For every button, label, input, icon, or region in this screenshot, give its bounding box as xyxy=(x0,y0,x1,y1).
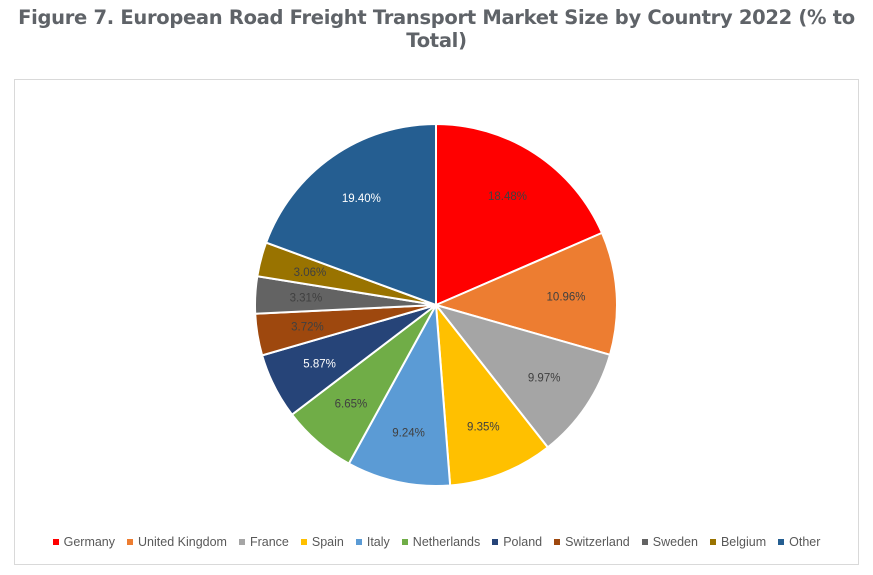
data-label: 9.97% xyxy=(528,373,561,385)
legend-label: Germany xyxy=(63,535,116,549)
legend-item: Belgium xyxy=(709,535,767,549)
data-label: 10.96% xyxy=(547,291,586,303)
chart-legend: Germany United Kingdom France Spain Italy Net… xyxy=(0,535,873,549)
legend-label: Belgium xyxy=(720,535,767,549)
legend-item: Other xyxy=(778,535,820,549)
legend-label: Italy xyxy=(366,535,390,549)
pie-slice-spain xyxy=(434,301,550,487)
legend-swatch-icon xyxy=(554,539,561,545)
legend-item: Netherlands xyxy=(401,535,481,549)
legend-item: Germany xyxy=(52,535,116,549)
data-label: 5.87% xyxy=(303,359,336,371)
legend-item: Sweden xyxy=(641,535,698,549)
legend-label: Sweden xyxy=(652,535,698,549)
data-label: 6.65% xyxy=(335,399,368,411)
legend-label: Netherlands xyxy=(412,535,481,549)
legend-swatch-icon xyxy=(709,539,716,545)
pie-slice-germany xyxy=(435,122,604,307)
legend-label: Poland xyxy=(503,535,543,549)
legend-item: Italy xyxy=(355,535,390,549)
legend-item: Switzerland xyxy=(554,535,630,549)
data-label: 3.06% xyxy=(294,267,327,279)
legend-swatch-icon xyxy=(401,539,408,545)
data-label: 3.31% xyxy=(290,293,323,305)
data-label: 3.72% xyxy=(291,321,324,333)
legend-item: United Kingdom xyxy=(127,535,227,549)
legend-label: United Kingdom xyxy=(138,535,227,549)
pie-slice-italy xyxy=(347,301,452,487)
pie-slice-other xyxy=(264,122,437,307)
legend-swatch-icon xyxy=(355,539,362,545)
legend-swatch-icon xyxy=(52,539,59,545)
legend-label: Switzerland xyxy=(565,535,630,549)
data-label: 9.24% xyxy=(392,427,425,439)
legend-swatch-icon xyxy=(778,539,785,545)
pie-slice-united-kingdom xyxy=(433,231,618,357)
legend-swatch-icon xyxy=(641,539,648,545)
legend-label: France xyxy=(249,535,289,549)
legend-item: Spain xyxy=(300,535,344,549)
chart-title: Figure 7. European Road Freight Transpor… xyxy=(18,6,855,52)
legend-swatch-icon xyxy=(238,539,245,545)
legend-swatch-icon xyxy=(300,539,307,545)
pie-slice-france xyxy=(433,303,612,449)
legend-item: Poland xyxy=(492,535,542,549)
data-label: 18.48% xyxy=(488,191,527,203)
data-label: 9.35% xyxy=(467,421,500,433)
legend-label: Spain xyxy=(311,535,344,549)
legend-item: France xyxy=(238,535,289,549)
legend-label: Other xyxy=(789,535,821,549)
legend-swatch-icon xyxy=(127,539,134,545)
data-label: 19.40% xyxy=(342,193,381,205)
legend-swatch-icon xyxy=(492,539,499,545)
